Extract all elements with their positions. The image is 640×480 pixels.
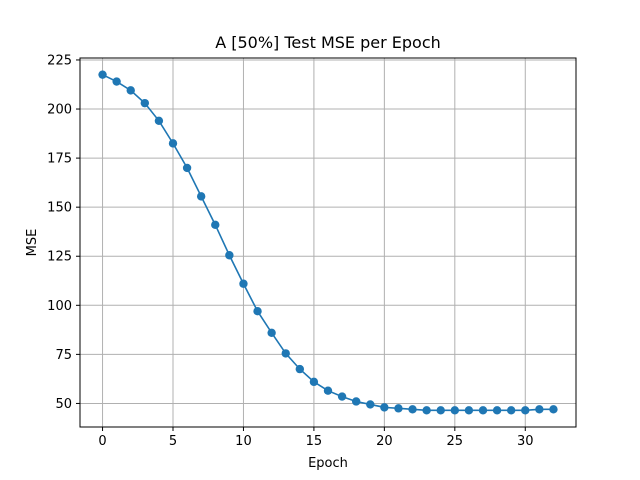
y-tick-label: 50 xyxy=(55,397,72,412)
data-point xyxy=(196,192,206,201)
x-tick-label: 0 xyxy=(98,434,106,449)
data-point xyxy=(535,405,544,414)
data-point xyxy=(521,406,530,415)
y-tick-label: 175 xyxy=(47,152,72,167)
data-point xyxy=(337,392,347,401)
data-point xyxy=(422,406,431,415)
data-point xyxy=(211,220,220,230)
data-point xyxy=(112,77,121,86)
data-point xyxy=(98,70,107,79)
plot-area-frame xyxy=(79,57,577,428)
series-mse xyxy=(98,70,558,415)
data-point xyxy=(323,386,333,395)
chart-title: A [50%] Test MSE per Epoch xyxy=(215,33,441,52)
data-point xyxy=(126,86,135,95)
x-tick-label: 15 xyxy=(306,434,323,449)
x-axis-label: Epoch xyxy=(308,456,348,471)
data-point xyxy=(295,364,305,374)
data-point xyxy=(464,406,474,415)
y-tick-label: 200 xyxy=(47,103,72,118)
data-point xyxy=(140,98,150,108)
grid-lines xyxy=(80,58,576,427)
data-point xyxy=(154,116,164,126)
data-point xyxy=(225,251,234,260)
x-tick-label: 30 xyxy=(517,434,534,449)
y-tick-label: 100 xyxy=(47,299,72,314)
data-point xyxy=(450,406,460,415)
y-axis-ticks: 50 75 100 125 150 175 200 225 xyxy=(47,53,80,412)
data-point xyxy=(506,406,516,415)
y-tick-label: 75 xyxy=(55,348,72,363)
data-point xyxy=(394,404,403,413)
data-point xyxy=(309,377,319,387)
data-point xyxy=(281,349,290,358)
data-point xyxy=(408,405,417,414)
data-point xyxy=(239,279,248,288)
data-point xyxy=(380,403,389,412)
x-tick-label: 25 xyxy=(447,434,464,449)
data-point xyxy=(436,406,445,415)
data-point xyxy=(253,306,262,316)
data-point xyxy=(182,163,192,173)
data-point xyxy=(351,397,361,406)
x-tick-label: 20 xyxy=(376,434,393,449)
data-point xyxy=(366,400,375,409)
data-point xyxy=(549,405,558,414)
data-point xyxy=(267,328,276,337)
y-tick-label: 150 xyxy=(47,201,72,216)
x-tick-label: 10 xyxy=(235,434,252,449)
data-point xyxy=(168,139,178,148)
data-point xyxy=(478,406,488,415)
x-tick-label: 5 xyxy=(169,434,177,449)
x-axis-ticks: 0 5 10 15 20 25 30 xyxy=(98,427,534,449)
data-point xyxy=(492,406,502,415)
y-axis-label: MSE xyxy=(25,229,40,257)
y-tick-label: 225 xyxy=(47,53,72,68)
y-tick-label: 125 xyxy=(47,250,72,265)
